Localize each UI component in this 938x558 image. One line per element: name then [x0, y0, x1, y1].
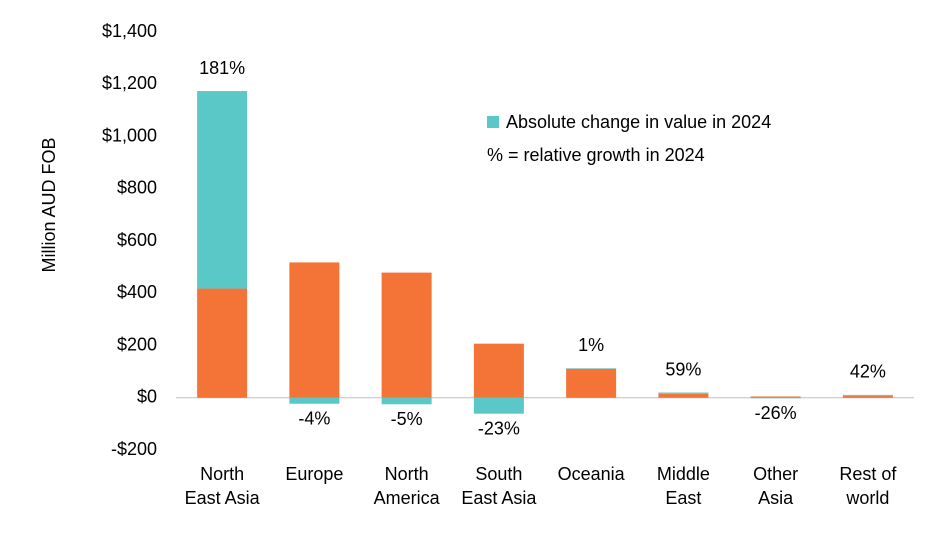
bar-segment [197, 288, 248, 398]
bar-segment [289, 397, 340, 404]
bar-segment [381, 397, 432, 405]
x-tick-label: Europe [285, 464, 344, 484]
x-tick-label: North East Asia [184, 464, 260, 508]
y-tick-label: $400 [117, 282, 157, 302]
y-tick-label: $600 [117, 230, 157, 250]
bar-segment [750, 396, 801, 398]
bar-segment [842, 394, 893, 396]
growth-label: 181% [199, 58, 245, 78]
y-tick-label: -$200 [111, 439, 157, 459]
bar-segment [289, 262, 340, 398]
bar-segment [750, 397, 801, 399]
bar-segment [381, 272, 432, 398]
growth-label: 1% [578, 335, 604, 355]
x-tick-label: Oceania [557, 464, 625, 484]
x-tick-label: Other Asia [753, 464, 799, 508]
x-tick-label: Middle East [656, 464, 710, 508]
bar-segment [566, 368, 617, 398]
bar-segment [473, 343, 524, 398]
bar-segment [658, 393, 709, 398]
growth-label: 59% [665, 359, 701, 379]
y-tick-label: $1,400 [102, 21, 157, 41]
bar-segment [842, 395, 893, 398]
y-tick-label: $1,000 [102, 125, 157, 145]
bar-segment [566, 368, 617, 369]
x-tick-label: South East Asia [461, 464, 537, 508]
x-tick-label: Rest of world [839, 464, 897, 508]
y-tick-label: $800 [117, 178, 157, 198]
y-tick-label: $200 [117, 334, 157, 354]
bar-segment [197, 91, 248, 289]
bar-segment [658, 392, 709, 394]
legend-swatch [487, 116, 499, 128]
legend-label: Absolute change in value in 2024 [506, 112, 771, 132]
growth-label: -4% [298, 409, 330, 429]
growth-label: -23% [478, 418, 520, 438]
y-tick-label: $0 [137, 387, 157, 407]
growth-label: -26% [755, 403, 797, 423]
y-tick-label: $1,200 [102, 73, 157, 93]
growth-label: -5% [391, 409, 423, 429]
bar-segment [473, 397, 524, 414]
legend-note: % = relative growth in 2024 [487, 145, 705, 165]
x-tick-label: North America [373, 464, 440, 508]
y-axis-label: Million AUD FOB [39, 137, 59, 272]
growth-label: 42% [850, 362, 886, 382]
